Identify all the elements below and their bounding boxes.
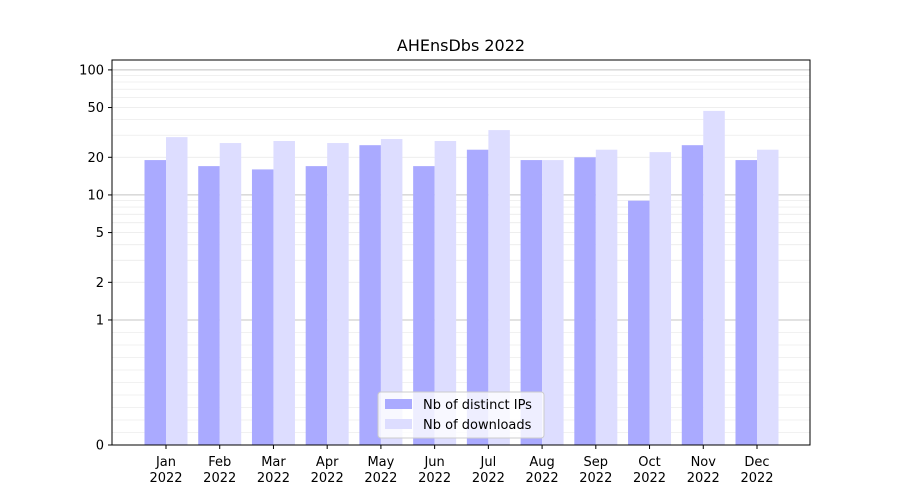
y-tick-label: 1 [96,313,104,328]
chart-title: AHEnsDbs 2022 [397,36,525,55]
y-tick-label: 100 [79,63,104,78]
bar-downloads [434,140,457,445]
bar-distinct-ips [144,160,166,445]
bar-downloads [703,110,725,445]
y-tick-label: 2 [96,276,104,291]
bar-distinct-ips [681,145,704,445]
bar-distinct-ips [520,160,543,445]
x-tick-label: Dec 2022 [740,455,773,486]
bar-downloads [380,139,403,445]
legend-box [377,391,545,439]
x-tick-label: Feb 2022 [203,455,236,486]
x-tick-label: Aug 2022 [526,455,559,486]
y-tick-label: 10 [87,188,104,203]
y-tick-label: 50 [87,101,104,116]
bar-downloads [166,137,188,445]
bar-distinct-ips [735,160,757,445]
y-axis: 0 1 2 5 10 20 50 100 [79,63,112,454]
legend-swatch [385,399,412,409]
bars [144,110,779,446]
x-tick-label: Jul 2022 [472,455,505,486]
legend-label: Nb of downloads [423,418,532,433]
bar-distinct-ips [198,166,220,445]
bar-downloads [595,149,618,446]
bar-downloads [757,149,779,446]
bar-downloads [327,143,349,445]
legend-swatch [385,419,412,429]
bar-distinct-ips [574,157,596,445]
bar-downloads [273,140,295,445]
x-tick-label: Mar 2022 [257,455,290,486]
x-tick-label: Jun 2022 [418,455,451,486]
bar-distinct-ips [305,166,328,445]
x-tick-label: Jan 2022 [149,455,182,486]
plot-frame [111,59,811,446]
x-tick-label: Nov 2022 [687,455,720,486]
bar-distinct-ips [359,145,381,445]
bar-distinct-ips [628,200,650,445]
bar-distinct-ips [413,166,435,445]
x-tick-label: Oct 2022 [633,455,666,486]
x-tick-label: May 2022 [364,455,397,486]
x-axis: Jan 2022 Feb 2022 Mar 2022 Apr 2022 May 2022 Jun 20… [149,445,774,486]
y-tick-label: 0 [96,439,104,454]
bar-distinct-ips [251,169,274,445]
bar-downloads [649,152,672,445]
bar-downloads [488,130,510,445]
legend: Nb of distinct IPs Nb of downloads [377,391,545,439]
bar-distinct-ips [466,149,489,446]
bar-downloads [542,160,564,445]
y-tick-label: 5 [96,226,104,241]
y-tick-label: 20 [87,151,104,166]
x-tick-label: Apr 2022 [311,455,344,486]
x-tick-label: Sep 2022 [579,455,612,486]
bar-downloads [219,143,242,445]
legend-label: Nb of distinct IPs [423,398,532,413]
